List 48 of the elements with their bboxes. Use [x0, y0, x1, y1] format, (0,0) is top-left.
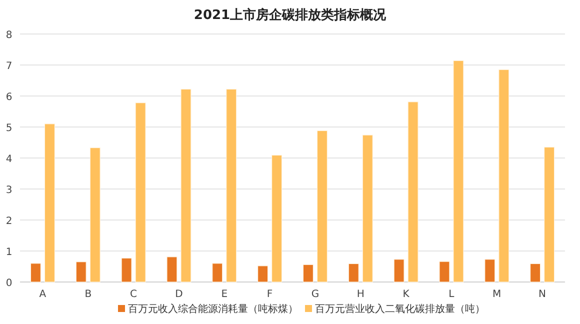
x-tick-label: G [311, 289, 320, 300]
bar [530, 263, 541, 282]
bar [439, 261, 450, 282]
bar [76, 262, 86, 282]
bar [226, 88, 237, 282]
legend-label: 百万元收入综合能源消耗量（吨标煤） [128, 303, 298, 315]
x-tick-label: H [356, 289, 364, 300]
bar [302, 264, 314, 282]
bar [408, 102, 418, 282]
bar [271, 154, 282, 282]
y-tick-label: 2 [6, 216, 12, 227]
bar [135, 102, 146, 282]
legend-label: 百万元营业收入二氧化碳排放量（吨） [315, 303, 485, 315]
bar [166, 256, 178, 282]
bar [498, 69, 510, 282]
bar [362, 134, 373, 282]
y-tick-label: 7 [6, 61, 12, 72]
bar [484, 259, 496, 282]
x-tick-label: N [538, 289, 546, 300]
bar [30, 263, 42, 282]
bar [316, 130, 328, 282]
y-tick-label: 6 [6, 92, 12, 103]
x-tick-label: B [84, 289, 92, 300]
x-tick-label: C [130, 289, 138, 300]
bar [544, 146, 555, 282]
bar [257, 266, 268, 282]
bar [90, 147, 100, 282]
bar [180, 88, 192, 282]
y-tick-label: 0 [6, 278, 12, 289]
x-tick-label: E [221, 289, 228, 300]
x-tick-label: L [448, 289, 455, 300]
x-tick-label: M [492, 289, 502, 300]
bar [212, 263, 223, 282]
x-tick-label: K [402, 289, 410, 300]
y-tick-label: 8 [6, 30, 12, 41]
bar [348, 263, 359, 282]
x-tick-label: A [39, 289, 46, 300]
x-tick-label: F [266, 289, 273, 300]
y-tick-label: 3 [6, 185, 12, 196]
bar [394, 259, 404, 282]
y-tick-label: 5 [6, 123, 12, 134]
y-tick-label: 1 [6, 247, 12, 258]
chart-title: 2021上市房企碳排放类指标概况 [194, 7, 388, 23]
bar [453, 60, 464, 282]
bar [44, 124, 56, 282]
bar [121, 258, 132, 282]
x-tick-label: D [175, 289, 184, 300]
y-tick-label: 4 [6, 154, 12, 165]
